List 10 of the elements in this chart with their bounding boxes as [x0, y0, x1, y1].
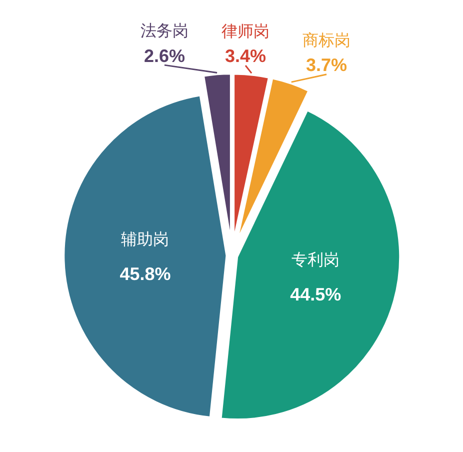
- data-label: 3.7%: [306, 55, 348, 76]
- slice-label: 商标岗: [302, 30, 351, 50]
- data-label: 2.6%: [144, 46, 185, 66]
- slice-label: 法务岗: [140, 20, 188, 40]
- slice-label: 律师岗: [222, 21, 270, 40]
- data-label: 44.5%: [290, 284, 342, 305]
- data-label: 3.4%: [224, 46, 266, 66]
- data-label: 45.8%: [120, 264, 171, 284]
- slice-label: 辅助岗: [121, 230, 170, 249]
- slice-label: 专利岗: [292, 250, 340, 270]
